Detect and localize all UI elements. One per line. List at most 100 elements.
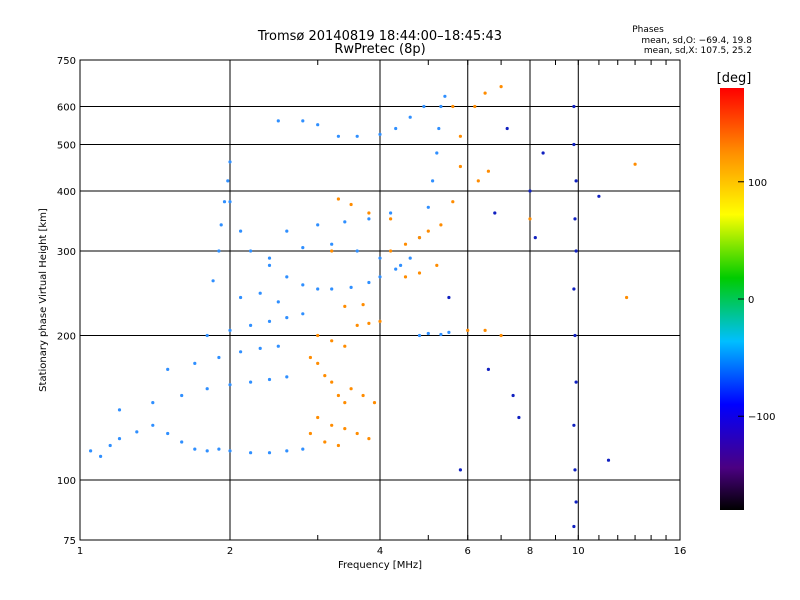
point-noise-5 <box>572 287 576 291</box>
point-O-2 <box>108 443 112 448</box>
point-noise-1 <box>572 142 576 147</box>
point-X-20 <box>355 323 359 327</box>
point-O-30 <box>205 333 209 338</box>
point-O-11 <box>228 449 232 453</box>
point-X-18 <box>330 339 334 343</box>
point-O-5 <box>151 423 155 427</box>
point-X-3 <box>330 380 334 384</box>
point-X-36 <box>403 275 408 279</box>
data-points <box>89 85 637 529</box>
point-X-34 <box>458 134 462 138</box>
colorbar-tick-label--100: −100 <box>748 412 775 423</box>
point-X-21 <box>367 321 371 325</box>
point-X-45 <box>476 179 480 183</box>
point-X-17 <box>316 333 320 338</box>
point-O-27 <box>239 350 243 354</box>
x-tick-label-8: 8 <box>527 546 533 557</box>
point-O-35 <box>301 312 305 316</box>
point-X-16 <box>372 401 377 405</box>
point-O-52 <box>378 275 382 279</box>
point-O-85 <box>417 333 422 338</box>
x-tick-label-2: 2 <box>227 546 233 557</box>
point-O-29 <box>276 344 280 348</box>
point-O-17 <box>151 401 155 405</box>
point-O-34 <box>285 316 289 320</box>
point-O-80 <box>378 256 382 260</box>
point-O-57 <box>431 179 435 183</box>
point-noise-13 <box>533 236 537 240</box>
plot-area: 1 2 4 6 8 10 16 75 100 200 300 400 500 600 750 <box>57 56 686 557</box>
point-O-76 <box>267 256 272 260</box>
point-O-19 <box>205 387 209 391</box>
x-tick-label-4: 4 <box>377 546 383 557</box>
point-noise-9 <box>573 468 577 472</box>
point-X-11 <box>308 431 312 436</box>
point-O-81 <box>399 263 403 267</box>
point-O-47 <box>301 283 305 287</box>
y-tick-label-75: 75 <box>63 536 76 547</box>
point-X-27 <box>389 249 393 253</box>
point-noise-22 <box>458 468 462 472</box>
point-O-78 <box>330 242 334 246</box>
point-O-22 <box>267 377 272 382</box>
x-axis-ticks: 1 2 4 6 8 10 16 <box>77 60 686 557</box>
point-O-37 <box>217 249 221 253</box>
colorbar-tick-label-0: 0 <box>748 295 754 306</box>
point-O-65 <box>336 134 340 138</box>
point-noise-0 <box>572 104 576 109</box>
point-O-28 <box>258 346 262 350</box>
point-O-54 <box>408 256 412 260</box>
y-tick-label-500: 500 <box>57 141 76 152</box>
point-noise-20 <box>493 211 497 215</box>
point-noise-19 <box>505 126 509 131</box>
point-noise-16 <box>606 458 611 462</box>
point-X-15 <box>361 393 365 398</box>
point-O-1 <box>99 454 103 458</box>
point-O-26 <box>217 355 221 360</box>
point-O-84 <box>276 300 280 304</box>
point-O-67 <box>378 132 382 136</box>
point-X-33 <box>458 164 462 169</box>
point-O-61 <box>443 94 447 98</box>
colorbar-tick-label-100: 100 <box>748 178 767 189</box>
point-O-41 <box>228 160 232 164</box>
point-X-47 <box>466 328 470 332</box>
point-X-39 <box>343 304 347 308</box>
chart-title-line2: RwPretec (8p) <box>334 42 425 57</box>
point-noise-21 <box>447 295 451 300</box>
point-O-18 <box>180 393 184 398</box>
point-O-32 <box>249 323 253 327</box>
x-tick-label-1: 1 <box>77 546 83 557</box>
point-X-13 <box>336 443 340 448</box>
point-O-88 <box>447 330 451 334</box>
point-O-46 <box>285 275 289 279</box>
point-O-59 <box>437 126 441 131</box>
point-O-58 <box>435 151 439 155</box>
point-X-41 <box>330 249 334 253</box>
point-X-2 <box>323 374 327 378</box>
point-O-13 <box>267 451 272 455</box>
point-noise-10 <box>574 500 578 504</box>
point-X-14 <box>349 387 353 391</box>
colorbar: [deg] 100 0 −100 <box>717 71 775 510</box>
point-X-43 <box>483 91 487 95</box>
x-axis-label: Frequency [MHz] <box>338 560 422 571</box>
point-noise-4 <box>574 249 578 253</box>
point-O-4 <box>135 430 139 434</box>
point-O-40 <box>226 179 230 183</box>
point-O-9 <box>205 449 209 453</box>
point-X-30 <box>426 229 430 233</box>
point-O-75 <box>389 211 393 215</box>
point-O-10 <box>217 447 221 451</box>
y-tick-label-300: 300 <box>57 247 76 258</box>
point-O-48 <box>316 287 320 291</box>
y-axis-ticks: 75 100 200 300 400 500 600 750 <box>57 56 76 547</box>
point-O-68 <box>394 126 398 131</box>
point-X-6 <box>316 415 320 420</box>
point-O-3 <box>117 437 122 441</box>
point-O-16 <box>117 408 122 412</box>
x-tick-label-6: 6 <box>465 546 471 557</box>
point-O-36 <box>211 279 215 283</box>
point-O-23 <box>285 375 289 379</box>
point-X-46 <box>486 169 490 173</box>
